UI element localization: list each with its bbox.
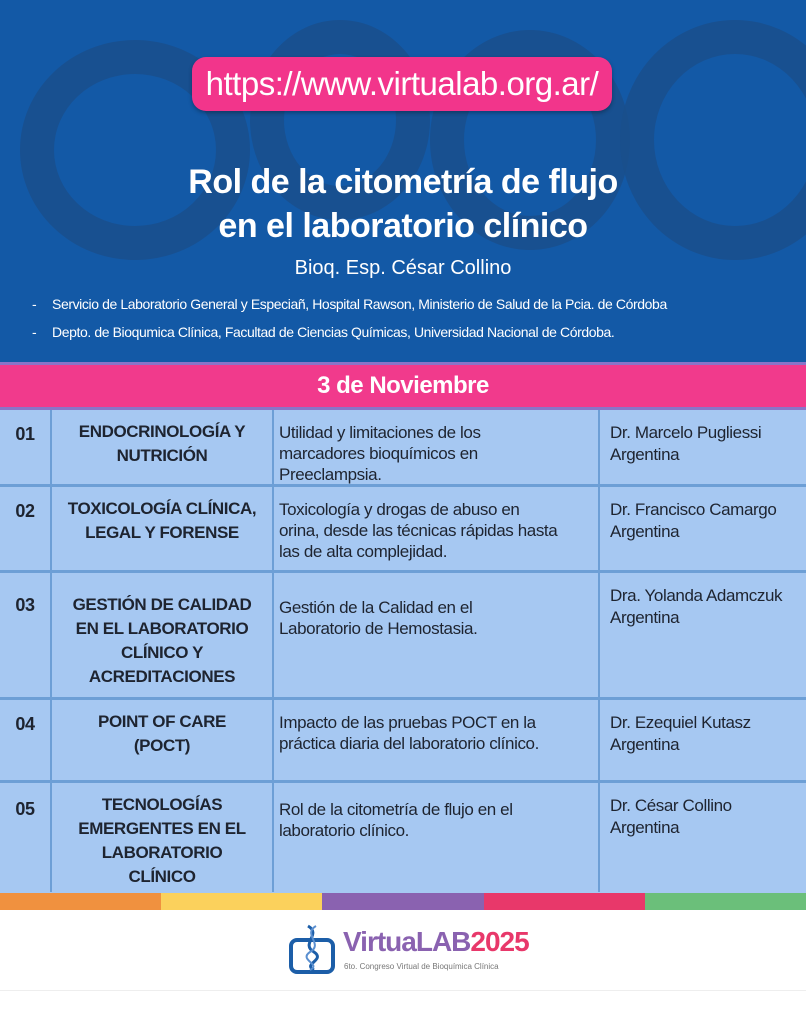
topic-line: Preeclampsia. <box>279 465 382 484</box>
speaker-country: Argentina <box>610 445 680 464</box>
session-area: ENDOCRINOLOGÍA Y NUTRICIÓN <box>50 410 272 484</box>
topic-line: práctica diaria del laboratorio clínico. <box>279 734 539 753</box>
session-topic: Gestión de la Calidad en el Laboratorio d… <box>272 573 598 697</box>
bullet: - <box>32 296 37 312</box>
area-line: POINT OF CARE <box>98 712 226 731</box>
bullet: - <box>32 324 37 340</box>
speaker-name: Dr. Marcelo Pugliessi <box>610 423 762 442</box>
session-speaker: Dr. Francisco Camargo Argentina <box>598 487 806 570</box>
speaker-country: Argentina <box>610 735 680 754</box>
topic-line: laboratorio clínico. <box>279 821 409 840</box>
table-row: 04 POINT OF CARE (POCT) Impacto de las prue… <box>0 700 806 783</box>
area-line: ACREDITACIONES <box>88 667 236 686</box>
topic-line: Laboratorio de Hemostasia. <box>279 619 478 638</box>
website-url-link[interactable]: https://www.virtualab.org.ar/ <box>192 57 612 111</box>
divider <box>0 990 806 991</box>
strip-segment <box>161 893 323 910</box>
logo-subtitle: 6to. Congreso Virtual de Bioquímica Clín… <box>344 962 499 971</box>
session-number: 04 <box>15 714 35 734</box>
strip-segment <box>483 893 645 910</box>
session-number: 03 <box>15 595 35 615</box>
affiliation: - Depto. de Bioqumica Clínica, Facultad d… <box>32 324 615 340</box>
table-row: 05 TECNOLOGÍAS EMERGENTES EN EL LABORATORIO… <box>0 783 806 892</box>
title-line: Rol de la citometría de flujo <box>188 163 618 201</box>
table-row: 03 GESTIÓN DE CALIDAD EN EL LABORATORIO CLÍ… <box>0 573 806 700</box>
table-row: 01 ENDOCRINOLOGÍA Y NUTRICIÓN Utilidad y li… <box>0 410 806 487</box>
topic-line: las de alta complejidad. <box>279 542 448 561</box>
area-line: CLÍNICO Y <box>120 643 204 662</box>
speaker-name: Bioq. Esp. César Collino <box>294 257 512 279</box>
session-speaker: Dr. César Collino Argentina <box>598 783 806 892</box>
table-row: 02 TOXICOLOGÍA CLÍNICA, LEGAL Y FORENSE Tox… <box>0 487 806 573</box>
area-line: TECNOLOGÍAS <box>101 795 223 814</box>
session-number: 01 <box>15 424 35 444</box>
session-topic: Toxicología y drogas de abuso en orina, d… <box>272 487 598 570</box>
speaker-name: Dr. Ezequiel Kutasz <box>610 713 751 732</box>
affiliation-text: Servicio de Laboratorio General y Especi… <box>52 296 667 312</box>
logo-text-b: 2025 <box>470 926 529 957</box>
area-line: (POCT) <box>133 736 191 755</box>
date-heading: 3 de Noviembre <box>0 362 806 410</box>
topic-line: marcadores bioquímicos en <box>279 444 478 463</box>
dna-screen-icon <box>289 924 335 974</box>
area-line: LABORATORIO <box>101 843 223 862</box>
area-line: EMERGENTES EN EL <box>78 819 246 838</box>
area-line: LEGAL Y FORENSE <box>85 523 239 542</box>
area-line: EN EL LABORATORIO <box>75 619 249 638</box>
session-speaker: Dr. Ezequiel Kutasz Argentina <box>598 700 806 780</box>
area-line: CLÍNICO <box>128 867 196 886</box>
session-number: 05 <box>15 799 35 819</box>
speaker-country: Argentina <box>610 818 680 837</box>
topic-line: Rol de la citometría de flujo en el <box>279 800 513 819</box>
strip-segment <box>644 893 806 910</box>
speaker-name: Dra. Yolanda Adamczuk <box>610 586 783 605</box>
virtualab-logo: VirtuaLAB2025 6to. Congreso Virtual de B… <box>288 922 530 978</box>
speaker-name: Dr. Francisco Camargo <box>610 500 777 519</box>
session-area: TOXICOLOGÍA CLÍNICA, LEGAL Y FORENSE <box>50 487 272 570</box>
topic-line: Toxicología y drogas de abuso en <box>279 500 520 519</box>
page-title: Rol de la citometría de flujo en el labo… <box>0 160 806 248</box>
session-area: TECNOLOGÍAS EMERGENTES EN EL LABORATORIO CL… <box>50 783 272 892</box>
topic-line: orina, desde las técnicas rápidas hasta <box>279 521 558 540</box>
session-topic: Impacto de las pruebas POCT en la práctic… <box>272 700 598 780</box>
speaker-name: Dr. César Collino <box>610 796 732 815</box>
session-number: 02 <box>15 501 35 521</box>
logo-text-a: VirtuaLAB <box>343 926 471 957</box>
logo-wordmark: VirtuaLAB2025 <box>343 926 530 958</box>
area-line: TOXICOLOGÍA CLÍNICA, <box>67 499 257 518</box>
strip-segment <box>322 893 484 910</box>
topic-line: Utilidad y limitaciones de los <box>279 423 481 442</box>
session-speaker: Dra. Yolanda Adamczuk Argentina <box>598 573 806 697</box>
session-area: GESTIÓN DE CALIDAD EN EL LABORATORIO CLÍNI… <box>50 573 272 697</box>
speaker-country: Argentina <box>610 522 680 541</box>
affiliation: - Servicio de Laboratorio General y Espec… <box>32 296 667 312</box>
color-strip <box>0 893 806 910</box>
speaker-country: Argentina <box>610 608 680 627</box>
session-speaker: Dr. Marcelo Pugliessi Argentina <box>598 410 806 484</box>
session-topic: Utilidad y limitaciones de los marcadores… <box>272 410 598 484</box>
strip-segment <box>0 893 162 910</box>
area-line: GESTIÓN DE CALIDAD <box>72 595 252 614</box>
affiliation-text: Depto. de Bioqumica Clínica, Facultad de… <box>52 324 615 340</box>
schedule-table: 01 ENDOCRINOLOGÍA Y NUTRICIÓN Utilidad y li… <box>0 410 806 893</box>
session-area: POINT OF CARE (POCT) <box>50 700 272 780</box>
area-line: NUTRICIÓN <box>116 446 208 465</box>
title-line: en el laboratorio clínico <box>218 207 588 245</box>
header-banner: https://www.virtualab.org.ar/ Rol de la … <box>0 0 806 362</box>
area-line: ENDOCRINOLOGÍA Y <box>78 422 246 441</box>
topic-line: Gestión de la Calidad en el <box>279 598 473 617</box>
session-topic: Rol de la citometría de flujo en el labor… <box>272 783 598 892</box>
topic-line: Impacto de las pruebas POCT en la <box>279 713 536 732</box>
